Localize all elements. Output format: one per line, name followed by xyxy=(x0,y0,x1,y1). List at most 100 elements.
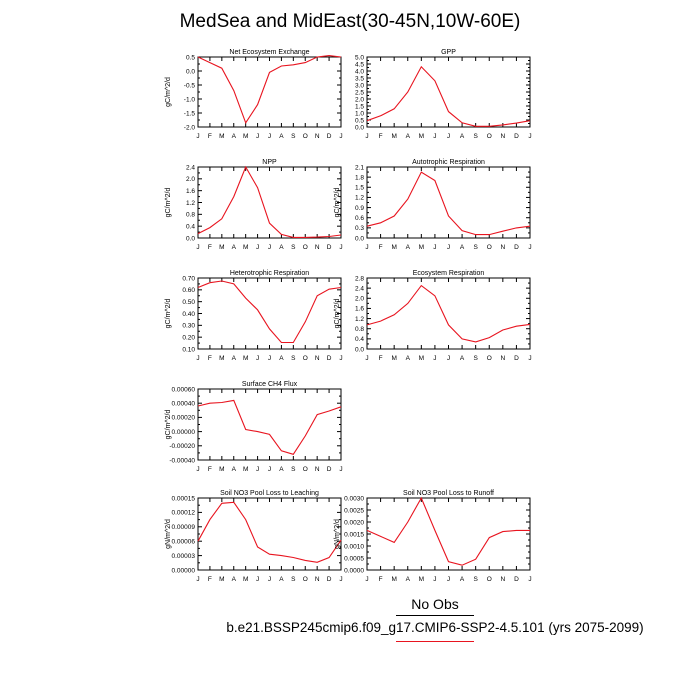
x-tick-label: J xyxy=(365,244,368,251)
y-tick-label: 0.8 xyxy=(355,326,364,333)
x-tick-label: J xyxy=(339,576,342,583)
x-tick-label: S xyxy=(473,576,478,583)
y-tick-label: 0.60 xyxy=(182,287,195,294)
panel-frame xyxy=(197,166,342,239)
x-tick-label: J xyxy=(268,576,271,583)
x-tick-label: A xyxy=(279,133,284,140)
x-tick-label: J xyxy=(196,133,199,140)
y-tick-label: 0.00003 xyxy=(172,553,196,560)
x-tick-label: N xyxy=(315,244,320,251)
x-tick-label: O xyxy=(487,244,492,251)
y-tick-label: 0.50 xyxy=(182,299,195,306)
figure-title: MedSea and MidEast(30-45N,10W-60E) xyxy=(179,11,521,32)
y-tick-label: 1.0 xyxy=(355,110,364,117)
x-tick-label: S xyxy=(473,355,478,362)
x-tick-label: J xyxy=(447,576,450,583)
y-axis-label: gN/m^2/d xyxy=(334,519,341,549)
x-tick-label: O xyxy=(487,576,492,583)
x-tick-label: F xyxy=(208,133,212,140)
x-tick-label: M xyxy=(219,576,224,583)
y-tick-label: 2.8 xyxy=(355,275,364,282)
y-axis-label: gC/m^2/d xyxy=(165,77,172,107)
series-line xyxy=(197,501,342,563)
y-tick-label: 0.20 xyxy=(182,334,195,341)
panel-title: Ecosystem Respiration xyxy=(413,270,485,277)
x-tick-label: M xyxy=(243,355,248,362)
x-tick-label: J xyxy=(268,133,271,140)
y-tick-label: 0.00006 xyxy=(172,539,196,546)
panel-9: Soil NO3 Pool Loss to Runoff J F M A M J J A S O N D… xyxy=(334,490,532,583)
x-tick-label: S xyxy=(291,466,296,473)
x-tick-label: N xyxy=(500,576,505,583)
x-tick-label: J xyxy=(339,355,342,362)
x-tick-label: J xyxy=(196,466,199,473)
x-tick-label: M xyxy=(219,244,224,251)
x-tick-label: N xyxy=(500,133,505,140)
y-tick-label: 0.0030 xyxy=(344,495,364,502)
x-tick-label: S xyxy=(473,244,478,251)
x-tick-label: N xyxy=(315,355,320,362)
y-tick-label: 0.5 xyxy=(355,117,364,124)
x-tick-label: O xyxy=(303,355,308,362)
x-tick-label: M xyxy=(419,244,424,251)
y-tick-label: 2.4 xyxy=(355,285,364,292)
x-tick-label: A xyxy=(279,244,284,251)
x-tick-label: D xyxy=(327,466,332,473)
x-tick-label: J xyxy=(447,244,450,251)
y-tick-label: 2.0 xyxy=(186,176,195,183)
y-tick-label: 3.0 xyxy=(355,82,364,89)
x-tick-label: S xyxy=(291,133,296,140)
x-tick-label: J xyxy=(268,244,271,251)
y-tick-label: 1.2 xyxy=(355,195,364,202)
y-tick-label: 0.00040 xyxy=(172,401,196,408)
x-tick-label: J xyxy=(256,576,259,583)
y-axis-label: gC/m^2/d xyxy=(165,188,172,218)
y-tick-label: 2.0 xyxy=(355,96,364,103)
x-tick-label: M xyxy=(219,133,224,140)
x-tick-label: A xyxy=(406,133,411,140)
panel-title: Soil NO3 Pool Loss to Runoff xyxy=(403,490,494,497)
panel-frame xyxy=(197,388,342,461)
y-tick-label: -0.00020 xyxy=(169,443,195,450)
x-tick-label: S xyxy=(291,355,296,362)
panel-title: Autotrophic Respiration xyxy=(412,159,485,166)
y-tick-label: 0.00009 xyxy=(172,524,196,531)
x-tick-label: F xyxy=(208,355,212,362)
y-tick-label: 0.0 xyxy=(186,235,195,242)
y-tick-label: 0.30 xyxy=(182,323,195,330)
x-tick-label: M xyxy=(243,244,248,251)
y-axis-label: gC/m^2/d xyxy=(334,188,341,218)
x-tick-label: S xyxy=(473,133,478,140)
legend-model-label: b.e21.BSSP245cmip6.f09_g17.CMIP6-SSP2-4.… xyxy=(226,620,644,635)
x-tick-label: A xyxy=(232,355,237,362)
x-tick-label: A xyxy=(460,355,465,362)
y-tick-label: 0.0005 xyxy=(344,555,364,562)
x-tick-label: J xyxy=(528,133,531,140)
y-tick-label: 1.2 xyxy=(186,200,195,207)
legend-obs-label: No Obs xyxy=(411,596,459,612)
y-tick-label: 0.00000 xyxy=(172,429,196,436)
x-tick-label: D xyxy=(514,244,519,251)
panel-frame xyxy=(197,497,342,571)
legend-obs-line xyxy=(396,615,474,616)
panel-title: Soil NO3 Pool Loss to Leaching xyxy=(220,490,319,497)
x-tick-label: J xyxy=(196,244,199,251)
y-tick-label: 0.0020 xyxy=(344,519,364,526)
y-tick-label: 2.0 xyxy=(355,296,364,303)
y-tick-label: 0.4 xyxy=(355,336,364,343)
series-line xyxy=(366,496,530,566)
panel-title: Surface CH4 Flux xyxy=(242,381,298,388)
y-tick-label: 0.00012 xyxy=(172,510,196,517)
x-tick-label: O xyxy=(303,466,308,473)
y-axis-label: gC/m^2/d xyxy=(165,299,172,329)
x-tick-label: F xyxy=(379,244,383,251)
x-tick-label: M xyxy=(391,244,396,251)
x-tick-label: J xyxy=(339,244,342,251)
x-tick-label: A xyxy=(406,355,411,362)
y-tick-label: 2.5 xyxy=(355,89,364,96)
